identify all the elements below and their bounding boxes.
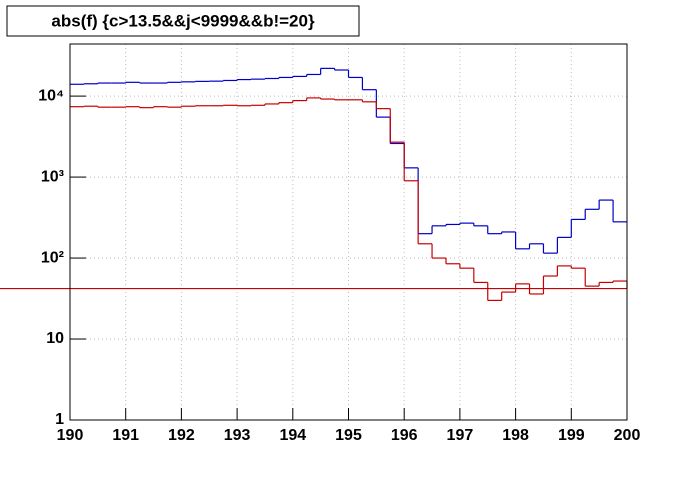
- y-tick-label: 10³: [41, 168, 64, 185]
- x-tick-label: 191: [112, 427, 139, 444]
- x-tick-label: 190: [57, 427, 84, 444]
- x-tick-label: 192: [168, 427, 195, 444]
- y-tick-label: 10⁴: [38, 87, 64, 104]
- x-tick-label: 197: [447, 427, 474, 444]
- x-tick-label: 199: [558, 427, 585, 444]
- x-tick-label: 196: [391, 427, 418, 444]
- y-tick-label: 1: [55, 411, 64, 428]
- x-tick-label: 200: [614, 427, 641, 444]
- x-tick-label: 193: [224, 427, 251, 444]
- x-tick-label: 194: [279, 427, 306, 444]
- y-tick-label: 10: [46, 330, 64, 347]
- y-tick-label: 10²: [41, 249, 64, 266]
- x-tick-label: 198: [502, 427, 529, 444]
- chart-title: abs(f) {c>13.5&&j<9999&&b!=20}: [51, 11, 315, 30]
- plot-frame: [69, 43, 628, 421]
- title-box: [6, 5, 360, 37]
- x-tick-label: 195: [335, 427, 362, 444]
